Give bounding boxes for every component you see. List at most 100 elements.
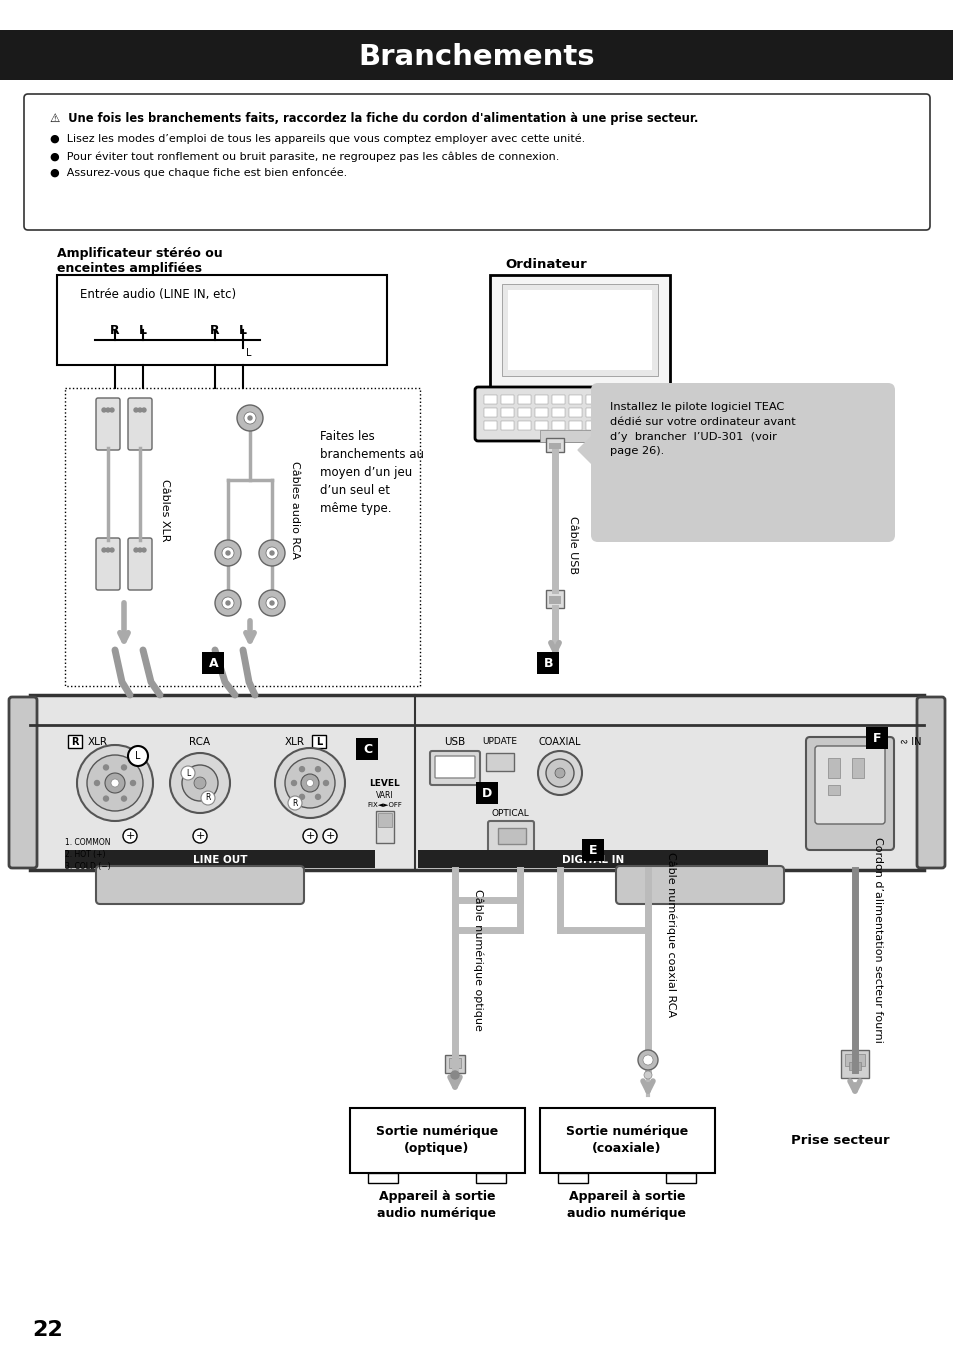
Circle shape [642, 1055, 652, 1066]
FancyBboxPatch shape [24, 93, 929, 230]
Circle shape [106, 548, 110, 552]
Bar [500, 408, 514, 417]
Text: L: L [135, 751, 141, 761]
Bar [851, 758, 863, 779]
Polygon shape [578, 431, 598, 470]
Circle shape [292, 780, 296, 785]
Bar [312, 735, 326, 747]
Bar [602, 395, 616, 403]
Circle shape [131, 780, 135, 785]
Text: RCA: RCA [190, 737, 211, 747]
Circle shape [133, 548, 138, 552]
Bar [68, 735, 82, 747]
Bar [517, 395, 531, 403]
Text: COAXIAL: COAXIAL [538, 737, 580, 747]
Text: 1. COMMON
2. HOT (+)
3. COLD (−): 1. COMMON 2. HOT (+) 3. COLD (−) [65, 838, 111, 871]
Bar [449, 1057, 460, 1068]
Text: R: R [111, 324, 120, 337]
Text: R: R [210, 324, 219, 337]
Bar [865, 727, 887, 749]
Text: +: + [195, 831, 205, 841]
Text: DIGITAL IN: DIGITAL IN [561, 854, 623, 865]
Bar [548, 596, 560, 604]
Circle shape [323, 829, 336, 844]
Text: L: L [139, 324, 147, 337]
Bar [568, 421, 581, 431]
Bar [637, 395, 649, 403]
Bar [654, 408, 666, 417]
Bar [827, 758, 840, 779]
Bar [65, 850, 375, 868]
Bar [517, 408, 531, 417]
Circle shape [138, 408, 142, 412]
Text: Cordon d’alimentation secteur fourni: Cordon d’alimentation secteur fourni [872, 837, 882, 1043]
Bar [585, 421, 598, 431]
Bar [654, 421, 666, 431]
Text: XLR: XLR [88, 737, 108, 747]
Text: Entrée audio (LINE IN, etc): Entrée audio (LINE IN, etc) [80, 288, 236, 301]
Circle shape [226, 601, 230, 605]
Circle shape [244, 412, 255, 424]
Text: R: R [205, 793, 211, 803]
Text: USB: USB [444, 737, 465, 747]
Circle shape [111, 779, 119, 787]
Bar [558, 1173, 587, 1183]
FancyBboxPatch shape [96, 398, 120, 450]
Circle shape [105, 773, 125, 793]
Bar [545, 437, 563, 452]
Circle shape [106, 408, 110, 412]
Bar [535, 408, 547, 417]
Bar [507, 290, 651, 370]
FancyBboxPatch shape [805, 737, 893, 850]
Bar [535, 421, 547, 431]
Bar [637, 408, 649, 417]
Text: B: B [543, 657, 553, 670]
Circle shape [270, 601, 274, 605]
Text: Appareil à sortie
audio numérique: Appareil à sortie audio numérique [567, 1190, 686, 1220]
Text: LEVEL: LEVEL [369, 779, 400, 788]
Bar [665, 1173, 696, 1183]
Circle shape [94, 780, 99, 785]
Circle shape [103, 796, 109, 802]
Text: R: R [292, 799, 297, 807]
Bar [444, 1055, 464, 1072]
FancyBboxPatch shape [916, 697, 944, 868]
Text: LINE OUT: LINE OUT [193, 854, 247, 865]
Text: ●  Assurez-vous que chaque fiche est bien enfoncée.: ● Assurez-vous que chaque fiche est bien… [50, 168, 347, 179]
Circle shape [103, 765, 109, 770]
Bar [841, 1049, 868, 1078]
Text: Branchements: Branchements [358, 43, 595, 70]
Text: Amplificateur stéréo ou
enceintes amplifiées: Amplificateur stéréo ou enceintes amplif… [57, 246, 222, 275]
Bar [552, 408, 564, 417]
Text: Prise secteur: Prise secteur [790, 1133, 888, 1147]
Circle shape [643, 1071, 651, 1079]
Bar [350, 1108, 524, 1173]
Circle shape [181, 766, 194, 780]
Bar [500, 421, 514, 431]
Bar [476, 1173, 505, 1183]
Text: L: L [186, 769, 190, 777]
FancyBboxPatch shape [814, 746, 884, 825]
Text: OPTICAL: OPTICAL [491, 808, 528, 818]
Circle shape [77, 745, 152, 821]
Circle shape [285, 758, 335, 808]
Text: +: + [325, 831, 335, 841]
Circle shape [102, 408, 106, 412]
Bar [30, 695, 923, 871]
Circle shape [226, 551, 230, 555]
Bar [485, 753, 514, 770]
Circle shape [248, 416, 252, 420]
Text: ⚠  Une fois les branchements faits, raccordez la fiche du cordon d'alimentation : ⚠ Une fois les branchements faits, racco… [50, 112, 698, 125]
Bar [552, 395, 564, 403]
Text: Faites les
branchements au
moyen d’un jeu
d’un seul et
même type.: Faites les branchements au moyen d’un je… [319, 431, 423, 515]
Circle shape [315, 766, 320, 772]
Bar [602, 408, 616, 417]
Circle shape [315, 795, 320, 799]
Circle shape [299, 766, 304, 772]
Bar [483, 408, 497, 417]
Circle shape [258, 540, 285, 566]
Text: Câble USB: Câble USB [567, 516, 578, 574]
Text: ●  Lisez les modes d’emploi de tous les appareils que vous comptez employer avec: ● Lisez les modes d’emploi de tous les a… [50, 134, 584, 145]
Bar [827, 785, 840, 795]
Bar [490, 275, 669, 390]
